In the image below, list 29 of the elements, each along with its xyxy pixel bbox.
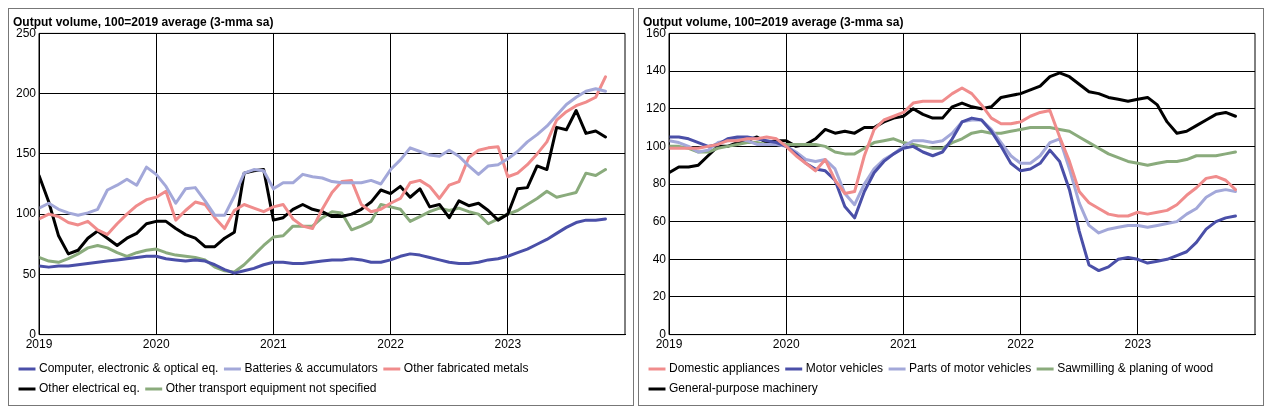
legend-label: Computer, electronic & optical eq. [39,361,219,376]
legend-label: Motor vehicles [805,361,884,376]
x-tick-label: 2023 [494,337,522,352]
legend-label: Other fabricated metals [403,361,529,376]
legend-label: Other transport equipment not specified [165,381,377,396]
x-tick-label: 2023 [1124,337,1152,352]
y-tick-label: 80 [652,176,667,191]
y-tick-label: 140 [645,63,667,78]
y-tick-label: 150 [15,146,37,161]
legend-label: Batteries & accumulators [244,361,378,376]
y-tick-label: 120 [645,101,667,116]
legend-label: Parts of motor vehicles [909,361,1032,376]
y-tick-label: 200 [15,85,37,100]
legend-label: Sawmilling & planing of wood [1057,361,1214,376]
y-tick-label: 100 [15,206,37,221]
legend-label: Domestic appliances [669,361,780,376]
y-tick-label: 100 [645,138,667,153]
x-tick-label: 2022 [377,337,405,352]
x-tick-label: 2022 [1007,337,1035,352]
y-tick-label: 40 [652,251,667,266]
x-tick-label: 2021 [260,337,288,352]
y-tick-label: 50 [22,266,37,281]
legend-label: Other electrical eq. [39,381,140,396]
legend-label: General-purpose machinery [669,381,818,396]
x-tick-label: 2020 [772,337,800,352]
y-tick-label: 20 [652,289,667,304]
y-tick-label: 60 [652,213,667,228]
x-tick-label: 2021 [890,337,918,352]
x-tick-label: 2020 [142,337,170,352]
